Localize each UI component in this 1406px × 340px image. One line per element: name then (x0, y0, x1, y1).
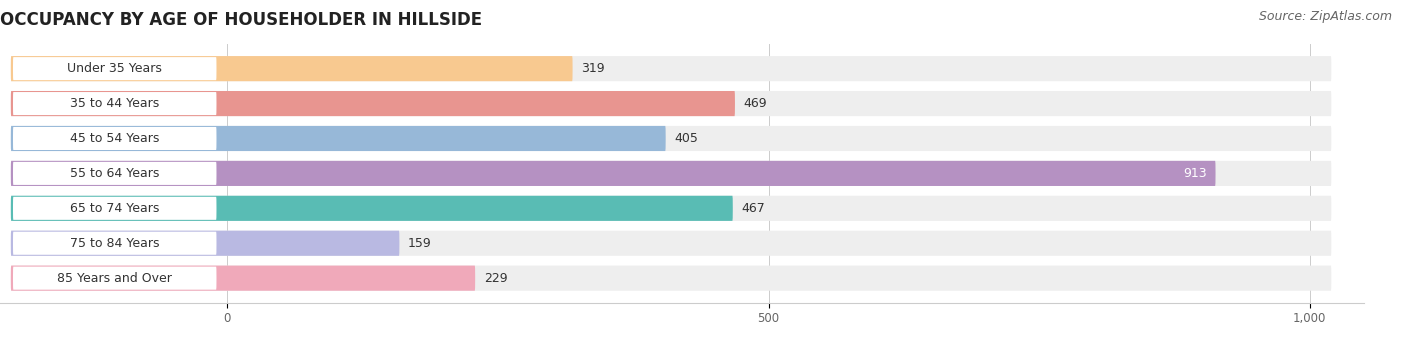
FancyBboxPatch shape (11, 196, 1331, 221)
Text: 75 to 84 Years: 75 to 84 Years (70, 237, 159, 250)
FancyBboxPatch shape (11, 126, 665, 151)
FancyBboxPatch shape (13, 92, 217, 115)
FancyBboxPatch shape (11, 161, 1216, 186)
FancyBboxPatch shape (13, 197, 217, 220)
Text: 85 Years and Over: 85 Years and Over (58, 272, 172, 285)
FancyBboxPatch shape (11, 161, 1331, 186)
Text: 45 to 54 Years: 45 to 54 Years (70, 132, 159, 145)
FancyBboxPatch shape (13, 267, 217, 290)
Text: 405: 405 (675, 132, 699, 145)
FancyBboxPatch shape (11, 56, 1331, 81)
FancyBboxPatch shape (13, 127, 217, 150)
FancyBboxPatch shape (11, 231, 399, 256)
Text: 35 to 44 Years: 35 to 44 Years (70, 97, 159, 110)
Text: 469: 469 (744, 97, 768, 110)
Text: 159: 159 (408, 237, 432, 250)
Text: 319: 319 (581, 62, 605, 75)
Text: Source: ZipAtlas.com: Source: ZipAtlas.com (1258, 10, 1392, 23)
Text: 913: 913 (1184, 167, 1206, 180)
FancyBboxPatch shape (11, 266, 475, 291)
FancyBboxPatch shape (13, 162, 217, 185)
FancyBboxPatch shape (11, 91, 735, 116)
FancyBboxPatch shape (13, 57, 217, 80)
Text: 229: 229 (484, 272, 508, 285)
FancyBboxPatch shape (11, 266, 1331, 291)
Text: 467: 467 (741, 202, 765, 215)
FancyBboxPatch shape (11, 196, 733, 221)
FancyBboxPatch shape (11, 231, 1331, 256)
Text: OCCUPANCY BY AGE OF HOUSEHOLDER IN HILLSIDE: OCCUPANCY BY AGE OF HOUSEHOLDER IN HILLS… (0, 11, 482, 29)
FancyBboxPatch shape (13, 232, 217, 255)
Text: Under 35 Years: Under 35 Years (67, 62, 162, 75)
Text: 55 to 64 Years: 55 to 64 Years (70, 167, 159, 180)
FancyBboxPatch shape (11, 126, 1331, 151)
FancyBboxPatch shape (11, 56, 572, 81)
FancyBboxPatch shape (11, 91, 1331, 116)
Text: 65 to 74 Years: 65 to 74 Years (70, 202, 159, 215)
